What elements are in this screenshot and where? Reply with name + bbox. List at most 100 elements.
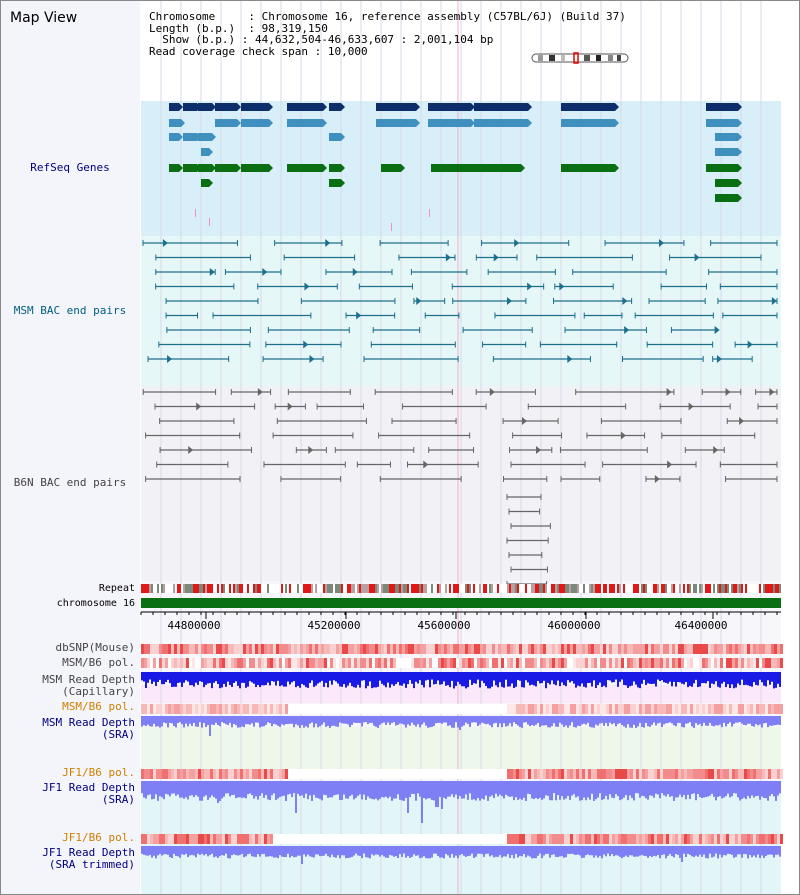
depth-bar [411,716,413,723]
depth-bar [443,716,445,723]
polymorphism-cell [720,704,723,714]
polymorphism-cell [513,704,516,714]
repeat-segment [555,584,557,593]
track-label-jf1-pol-trimmed[interactable]: JF1/B6 pol. [62,831,135,844]
depth-bar [659,716,661,723]
polymorphism-cell [477,834,480,844]
polymorphism-cell [630,769,633,779]
track-label-jf1-pol[interactable]: JF1/B6 pol. [62,766,135,779]
repeat-segment [213,584,215,593]
gene-strand-arrow [269,164,273,172]
polymorphism-cell [723,704,726,714]
polymorphism-cell [750,769,753,779]
track-label-msm-pol-sra[interactable]: MSM/B6 pol. [62,700,135,713]
bac-end-arrow [667,460,673,469]
track-label-msm-depth-sra[interactable]: MSM Read Depth (SRA) [1,717,135,741]
polymorphism-cell [150,769,153,779]
depth-bar [435,672,437,684]
polymorphism-cell [765,658,768,668]
depth-bar [143,672,145,682]
gene-strand-arrow [521,164,525,172]
polymorphism-cell [408,658,411,668]
depth-bar [727,672,729,685]
depth-bar [221,716,223,723]
depth-bar [279,781,281,798]
depth-bar [657,716,659,724]
depth-bar [329,672,331,681]
depth-bar [425,781,427,800]
track-label-b6n-bac[interactable]: B6N BAC end pairs [13,476,127,489]
depth-bar [319,846,321,857]
depth-bar [181,846,183,855]
repeat-segment [665,584,667,593]
repeat-segment [589,584,591,593]
polymorphism-cell [570,834,573,844]
polymorphism-cell [417,658,420,668]
depth-bar [171,846,173,858]
polymorphism-cell [657,658,660,668]
depth-bar [397,672,399,683]
repeat-segment [745,584,747,593]
polymorphism-cell [633,834,636,844]
depth-bar [491,716,493,728]
depth-bar [241,672,243,683]
repeat-segment [167,584,169,593]
polymorphism-cell [159,834,162,844]
track-label-dbsnp[interactable]: dbSNP(Mouse) [55,641,135,654]
track-label-msm-bac[interactable]: MSM BAC end pairs [13,304,127,317]
gene-exon [169,133,179,141]
track-label-msm-pol[interactable]: MSM/B6 pol. [62,656,135,669]
depth-bar [343,716,345,724]
polymorphism-cell [441,769,444,779]
depth-bar [391,672,393,685]
depth-bar [217,672,219,685]
track-label-repeat[interactable]: Repeat [98,583,135,594]
polymorphism-cell [702,644,705,654]
depth-bar [677,672,679,682]
depth-bar [223,672,225,684]
depth-bar [415,781,417,801]
polymorphism-cell [342,769,345,779]
repeat-segment [291,584,293,593]
depth-bar [353,716,355,723]
polymorphism-cell [237,704,240,714]
polymorphism-cell [252,834,255,844]
depth-bar [229,846,231,859]
polymorphism-cell [771,834,774,844]
polymorphism-cell [459,704,462,714]
depth-bar [691,716,693,727]
depth-bar [377,781,379,801]
polymorphism-cell [423,834,426,844]
depth-bar [549,846,551,858]
depth-bar [239,781,241,798]
polymorphism-cell [585,704,588,714]
repeat-segment [405,584,407,593]
polymorphism-cell [165,769,168,779]
depth-bar [499,846,501,856]
depth-bar [283,846,285,858]
depth-bar [605,672,607,688]
polymorphism-cell [759,644,762,654]
depth-bar [531,672,533,685]
polymorphism-cell [372,704,375,714]
polymorphism-cell [264,644,267,654]
polymorphism-cell [738,658,741,668]
depth-bar [753,846,755,856]
track-label-msm-depth-capillary[interactable]: MSM Read Depth (Capillary) [1,674,135,698]
polymorphism-cell [309,704,312,714]
depth-bar [165,846,167,855]
depth-bar [441,672,443,685]
depth-bar [751,846,753,858]
depth-bar [219,781,221,801]
depth-bar [617,846,619,856]
repeat-segment [159,584,161,593]
depth-bar [471,716,473,723]
track-label-jf1-depth[interactable]: JF1 Read Depth (SRA) [1,782,135,806]
track-label-jf1-depth-trimmed[interactable]: JF1 Read Depth (SRA trimmed) [1,847,135,871]
gene-exon [201,148,209,156]
track-label-refseq[interactable]: RefSeq Genes [30,161,110,174]
repeat-segment [579,584,581,593]
polymorphism-cell [423,644,426,654]
